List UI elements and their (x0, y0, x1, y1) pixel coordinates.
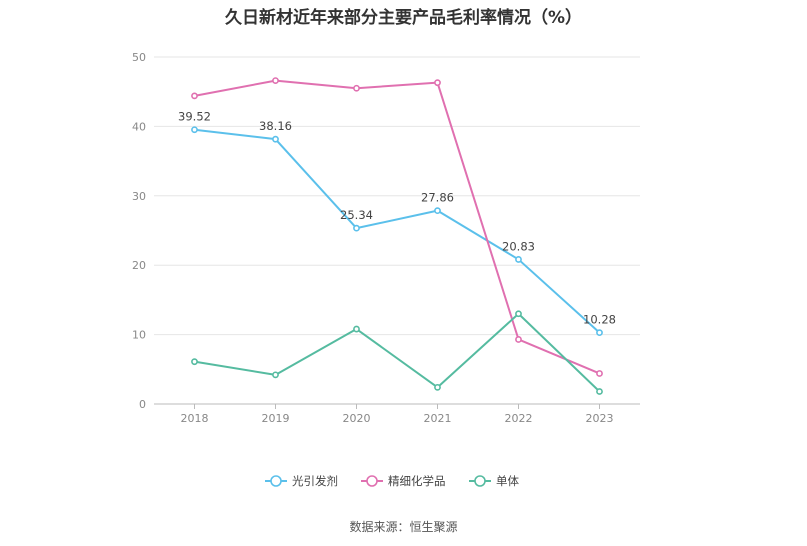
data-point-1-2021 (434, 79, 441, 87)
data-point-2-2023 (596, 388, 603, 395)
data-point-2-2018 (191, 358, 198, 366)
chart-title: 久日新材近年来部分主要产品毛利率情况（%） (224, 8, 583, 28)
x-tick-label-2018: 2018 (181, 412, 209, 425)
y-tick-label-0: 0 (139, 398, 146, 411)
x-tick-label-2019: 2019 (262, 412, 290, 425)
data-label-0-2023: 10.28 (583, 313, 616, 327)
data-point-1-2023 (596, 370, 603, 377)
data-point-0-2023 (596, 329, 603, 337)
legend-marker-1 (366, 475, 378, 487)
data-point-0-2018 (191, 126, 198, 134)
series-line-2 (194, 312, 601, 393)
data-point-0-2019 (272, 135, 279, 143)
data-source: 数据来源：恒生聚源 (349, 520, 458, 534)
data-label-0-2022: 20.83 (502, 239, 535, 253)
y-tick-label-30: 30 (132, 190, 146, 203)
data-point-2-2021 (434, 383, 441, 391)
data-point-2-2020 (353, 325, 360, 333)
data-point-0-2020 (353, 224, 360, 232)
data-label-0-2019: 38.16 (259, 119, 292, 133)
x-tick-label-2023: 2023 (586, 412, 614, 425)
legend-marker-0 (270, 475, 282, 487)
series-line-1 (194, 79, 600, 375)
series-line-0 (194, 128, 601, 334)
data-label-0-2021: 27.86 (421, 191, 454, 205)
data-point-0-2021 (434, 207, 441, 215)
x-tick-label-2022: 2022 (505, 412, 533, 425)
data-point-0-2022 (515, 256, 522, 263)
data-label-0-2018: 39.52 (178, 110, 211, 124)
data-point-1-2020 (353, 84, 360, 92)
data-point-2-2019 (272, 371, 279, 379)
y-tick-label-10: 10 (132, 329, 146, 342)
data-point-1-2019 (272, 77, 279, 84)
y-tick-label-20: 20 (132, 259, 146, 272)
data-label-0-2020: 25.34 (340, 208, 373, 222)
legend-label-0: 光引发剂 (292, 474, 338, 488)
x-tick-label-2021: 2021 (424, 412, 452, 425)
legend-label-1: 精细化学品 (388, 474, 446, 488)
data-point-2-2022 (515, 310, 522, 318)
y-tick-label-40: 40 (132, 120, 146, 133)
x-tick-label-2020: 2020 (343, 412, 371, 425)
legend-label-2: 单体 (496, 474, 519, 488)
y-tick-label-50: 50 (132, 51, 146, 64)
data-point-1-2022 (515, 336, 522, 343)
legend-marker-2 (474, 475, 486, 487)
data-point-1-2018 (191, 92, 198, 100)
